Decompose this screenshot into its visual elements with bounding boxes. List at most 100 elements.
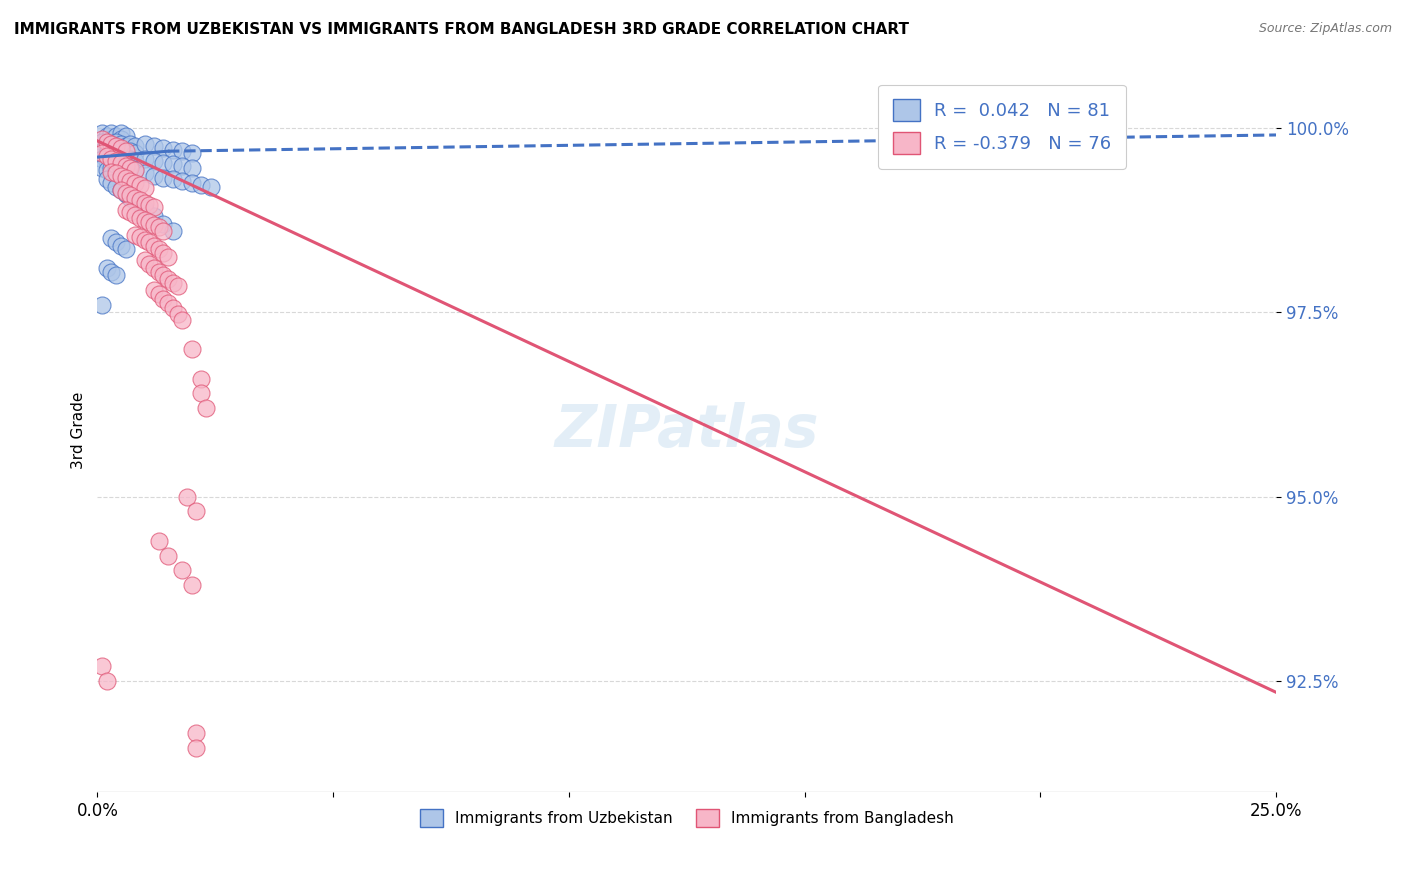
Point (120, 174, 142, 188)
Point (152, 292, 174, 306)
Point (114, 146, 136, 161)
Point (138, 257, 160, 271)
Point (110, 161, 132, 176)
Point (100, 176, 122, 190)
Point (91, 131, 114, 145)
Point (114, 129, 136, 144)
Point (105, 163, 128, 178)
Point (100, 161, 122, 176)
Point (105, 129, 128, 144)
Point (180, 342, 202, 356)
Point (120, 191, 142, 205)
Point (190, 386, 212, 401)
Point (120, 188, 142, 202)
Point (100, 131, 122, 145)
Point (162, 157, 184, 171)
Legend: Immigrants from Uzbekistan, Immigrants from Bangladesh: Immigrants from Uzbekistan, Immigrants f… (412, 801, 962, 835)
Point (180, 176, 202, 190)
Point (91, 145, 114, 159)
Point (138, 235, 160, 249)
Point (105, 179, 128, 194)
Point (124, 194, 146, 209)
Point (166, 307, 188, 321)
Point (124, 139, 146, 153)
Point (138, 198, 160, 212)
Point (186, 726, 208, 740)
Point (100, 152, 122, 166)
Point (142, 209, 165, 223)
Point (96, 148, 118, 162)
Point (105, 166, 128, 180)
Point (148, 264, 170, 278)
Point (124, 163, 146, 178)
Point (91, 146, 114, 161)
Point (96, 129, 118, 144)
Point (114, 145, 136, 159)
Point (142, 218, 165, 232)
Point (186, 504, 208, 518)
Point (128, 178, 150, 193)
Point (142, 169, 165, 183)
Point (176, 490, 198, 504)
Point (100, 145, 122, 159)
Point (96, 172, 118, 186)
Point (120, 205, 142, 219)
Point (180, 161, 202, 176)
Point (124, 163, 146, 178)
Point (162, 276, 184, 290)
Point (172, 145, 194, 159)
Point (124, 227, 146, 242)
Point (96, 674, 118, 689)
Point (96, 139, 118, 153)
Point (138, 215, 160, 229)
Point (190, 371, 212, 385)
Point (105, 268, 128, 283)
Point (172, 174, 194, 188)
Text: ZIPatlas: ZIPatlas (554, 401, 818, 458)
Point (134, 181, 156, 195)
Point (100, 136, 122, 151)
Point (96, 260, 118, 275)
Point (124, 191, 146, 205)
Point (128, 198, 150, 212)
Point (148, 533, 170, 548)
Point (142, 260, 165, 275)
Point (157, 549, 180, 563)
Point (152, 141, 174, 155)
Point (172, 564, 194, 578)
Point (142, 139, 165, 153)
Point (120, 161, 142, 176)
Point (105, 153, 128, 168)
Point (134, 195, 156, 210)
Point (120, 152, 142, 166)
Point (96, 146, 118, 161)
Point (96, 163, 118, 178)
Point (152, 224, 174, 238)
Point (152, 217, 174, 231)
Y-axis label: 3rd Grade: 3rd Grade (72, 392, 86, 469)
Text: Source: ZipAtlas.com: Source: ZipAtlas.com (1258, 22, 1392, 36)
Point (200, 179, 222, 194)
Point (134, 202, 156, 216)
Point (142, 153, 165, 168)
Point (128, 193, 150, 207)
Point (91, 298, 114, 312)
Point (128, 230, 150, 244)
Point (91, 127, 114, 141)
Point (100, 231, 122, 245)
Point (134, 136, 156, 151)
Point (114, 153, 136, 168)
Point (134, 212, 156, 227)
Point (96, 136, 118, 150)
Point (120, 145, 142, 159)
Point (142, 283, 165, 297)
Point (162, 224, 184, 238)
Point (100, 152, 122, 166)
Point (134, 152, 156, 166)
Point (105, 136, 128, 150)
Point (166, 279, 188, 293)
Point (152, 268, 174, 283)
Point (114, 203, 136, 218)
Point (142, 200, 165, 214)
Point (128, 211, 150, 225)
